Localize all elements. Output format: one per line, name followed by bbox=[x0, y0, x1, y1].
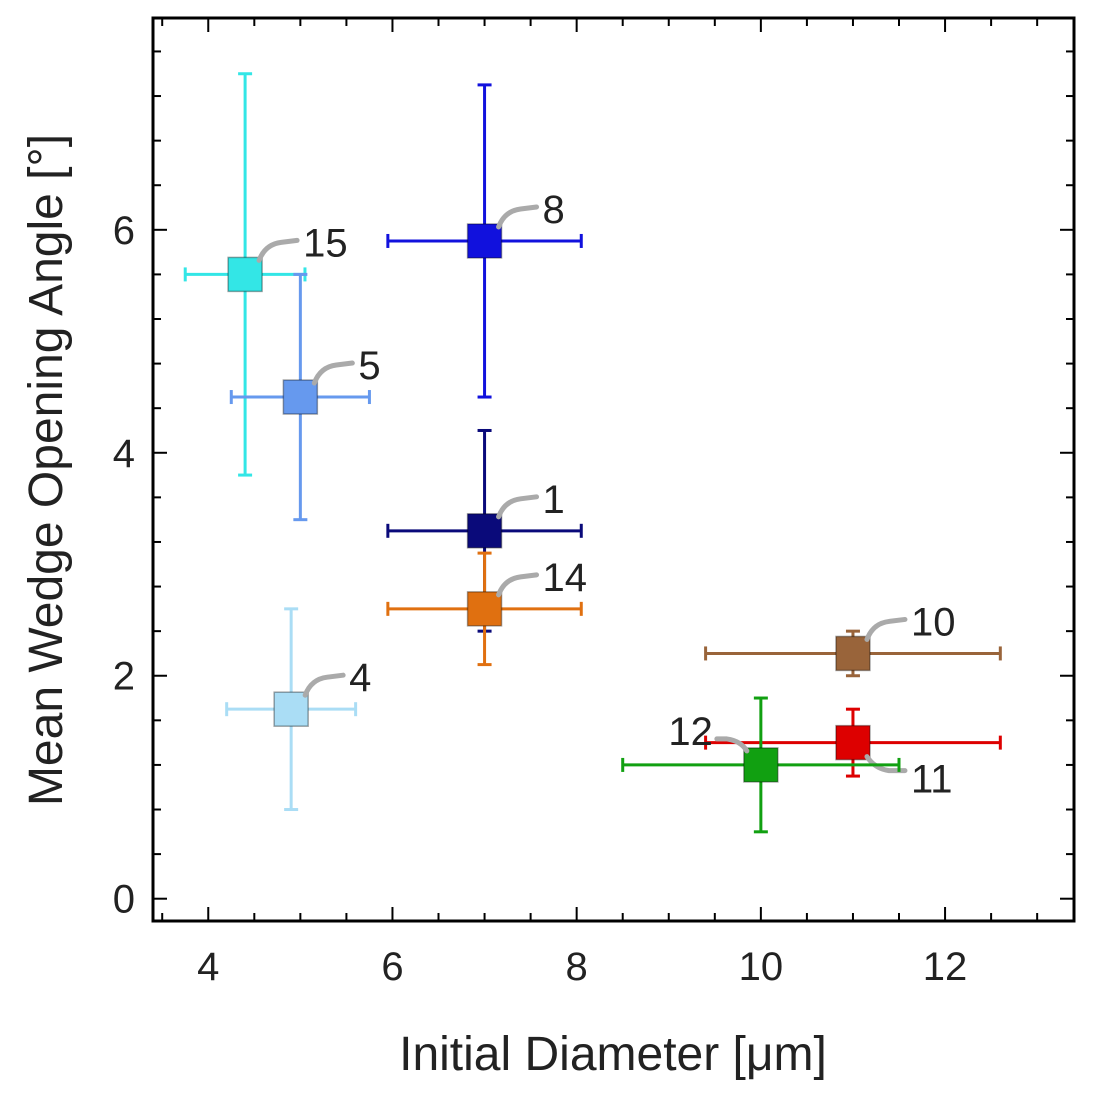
point-label: 1 bbox=[543, 478, 565, 522]
point-label: 4 bbox=[349, 656, 371, 700]
point-label: 12 bbox=[668, 710, 713, 754]
marker-square bbox=[835, 724, 871, 761]
point-label: 11 bbox=[911, 758, 953, 802]
plot-frame bbox=[151, 16, 1076, 923]
marker-square bbox=[466, 591, 503, 627]
y-tick-label: 0 bbox=[113, 878, 135, 922]
point-label: 10 bbox=[911, 600, 956, 644]
marker-square bbox=[466, 223, 503, 259]
data-point-14: 14 bbox=[386, 551, 588, 667]
tick-labels: 4 6 8 10 12 0 2 4 6 bbox=[113, 209, 968, 989]
marker-square bbox=[835, 635, 871, 672]
x-axis-label: Initial Diameter [μm] bbox=[399, 1028, 827, 1081]
data-point-11: 11 bbox=[704, 707, 1002, 802]
y-tick-label: 6 bbox=[113, 209, 135, 253]
marker-square bbox=[273, 691, 309, 727]
y-axis-label: Mean Wedge Opening Angle [°] bbox=[20, 134, 73, 806]
point-label: 15 bbox=[303, 221, 348, 265]
label-leader-line bbox=[311, 360, 355, 386]
point-label: 14 bbox=[543, 556, 588, 600]
marker-square bbox=[282, 379, 319, 415]
x-tick-label: 10 bbox=[739, 945, 784, 989]
x-tick-label: 6 bbox=[381, 945, 403, 989]
label-leader-line bbox=[496, 572, 540, 598]
point-label: 8 bbox=[543, 188, 565, 232]
x-tick-label: 12 bbox=[923, 945, 968, 989]
x-tick-label: 4 bbox=[197, 945, 219, 989]
label-leader-line bbox=[496, 494, 540, 520]
data-point-10: 10 bbox=[704, 600, 1002, 678]
y-tick-label: 4 bbox=[113, 432, 135, 476]
ticks bbox=[153, 18, 1074, 921]
x-tick-label: 8 bbox=[566, 945, 588, 989]
data-point-8: 8 bbox=[386, 83, 583, 399]
data-point-15: 15 bbox=[183, 72, 348, 477]
label-leader-line bbox=[714, 736, 750, 754]
data-point-12: 12 bbox=[621, 696, 901, 834]
point-label: 5 bbox=[358, 344, 380, 388]
series-layer: 15 5 4 8 1 14 10 11 12 bbox=[183, 72, 1002, 834]
label-leader-line bbox=[256, 237, 300, 263]
label-leader-line bbox=[864, 616, 908, 642]
label-leader-line bbox=[302, 672, 346, 698]
data-point-4: 4 bbox=[225, 607, 371, 812]
data-point-1: 1 bbox=[386, 428, 583, 633]
data-point-5: 5 bbox=[229, 272, 381, 522]
y-tick-label: 2 bbox=[113, 655, 135, 699]
marker-square bbox=[466, 513, 503, 549]
label-leader-line bbox=[496, 204, 540, 230]
marker-square bbox=[227, 256, 263, 293]
label-leader-line bbox=[864, 754, 908, 774]
marker-square bbox=[743, 747, 779, 783]
